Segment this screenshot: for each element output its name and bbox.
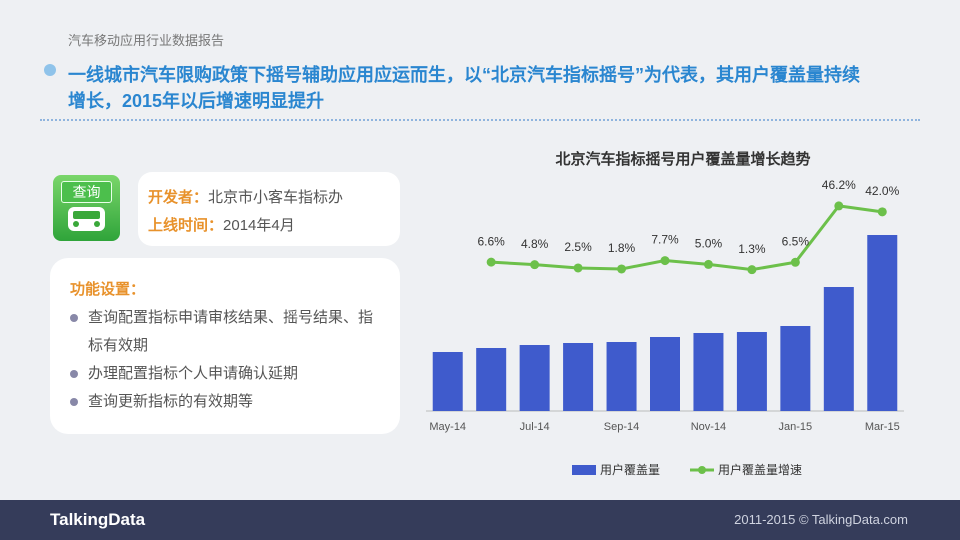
line-point [486,257,496,267]
feature-item: 查询配置指标申请审核结果、摇号结果、指标有效期 [70,304,380,360]
item-bullet [70,398,78,406]
legend-label: 用户覆盖量 [600,462,660,477]
feature-box: 功能设置： 查询配置指标申请审核结果、摇号结果、指标有效期办理配置指标个人申请确… [50,258,400,434]
data-label: 1.8% [608,241,636,255]
line [491,204,883,272]
x-tick-label: Jan-15 [779,421,813,433]
line-point [530,260,540,270]
item-bullet [70,370,78,378]
line-point [573,263,583,273]
data-label: 46.2% [822,178,856,192]
bullet [44,64,56,76]
data-label: 2.5% [564,240,592,254]
legend-swatch [698,466,706,474]
developer: 北京市小客车指标办 [208,189,344,206]
launch: 2014年4月 [223,217,295,234]
bar [563,343,594,411]
feature-item: 办理配置指标个人申请确认延期 [70,360,380,388]
bar [867,235,898,411]
bar [650,337,680,411]
footer: TalkingData 2011-2015 © TalkingData.com [0,500,960,540]
icon-label: 查询 [61,181,112,203]
feature-list: 查询配置指标申请审核结果、摇号结果、指标有效期办理配置指标个人申请确认延期 查询更… [70,304,380,416]
data-label: 42.0% [865,184,899,198]
app-icon: 查询 [53,175,120,241]
bar [736,332,767,411]
data-label: 7.7% [651,233,679,247]
data-label: 4.8% [521,237,549,251]
x-tick-label: Mar-15 [865,421,900,433]
data-label: 6.5% [782,234,810,248]
x-tick-label: Nov-14 [691,421,726,433]
logo: TalkingData [50,510,146,529]
bar [823,287,854,411]
chart: 北京汽车指标摇号用户覆盖量增长趋势 May-14 Jul-14 Sep-14 Nov-… [426,150,904,477]
headline-line: 增长，2015年以后增速明显提升 [68,91,325,111]
legend-swatch [572,465,596,475]
car-icon [68,207,105,231]
bar [693,333,724,411]
x-tick-label: Jul-14 [520,421,550,433]
feature-item: 查询更新指标的有效期等 [70,388,380,416]
info-box: 开发者：北京市小客车指标办 上线时间：2014年4月 [138,172,400,246]
copyright: 2011-2015 © TalkingData.com [734,512,908,527]
item-text: 查询配置指标申请审核结果、摇号结果、指标有效期 [88,309,374,354]
item-text: 办理配置指标个人申请确认延期 [88,365,299,382]
x-tick-label: May-14 [429,421,466,433]
line-point [877,207,887,217]
bar [432,352,463,411]
line-point [617,264,627,274]
legend-label: 用户覆盖量增速 [718,462,802,477]
data-label: 5.0% [695,237,723,251]
data-label: 1.3% [738,242,766,256]
chart-title: 北京汽车指标摇号用户覆盖量增长趋势 [555,150,810,168]
bar [476,348,507,411]
developer-label: 开发者： [148,189,209,206]
bar [606,342,637,411]
line-point [703,259,713,269]
report-name: 汽车移动应用行业数据报告 [68,33,225,48]
line-point [660,256,670,266]
divider [40,119,920,121]
bar [780,326,811,411]
line-point [834,201,844,211]
line-point [790,257,800,267]
feature-title: 功能设置： [70,281,146,298]
line-point [747,265,757,275]
launch-label: 上线时间： [148,217,224,234]
item-text: 查询更新指标的有效期等 [88,393,254,410]
x-tick-label: Sep-14 [604,421,639,433]
item-bullet [70,314,78,322]
bar [519,345,550,411]
headline-line: 一线城市汽车限购政策下摇号辅助应用应运而生，以“北京汽车指标摇号”为代表，其用户… [68,65,860,85]
data-label: 6.6% [478,234,506,248]
headline: 一线城市汽车限购政策下摇号辅助应用应运而生，以“北京汽车指标摇号”为代表，其用户… [68,62,860,114]
